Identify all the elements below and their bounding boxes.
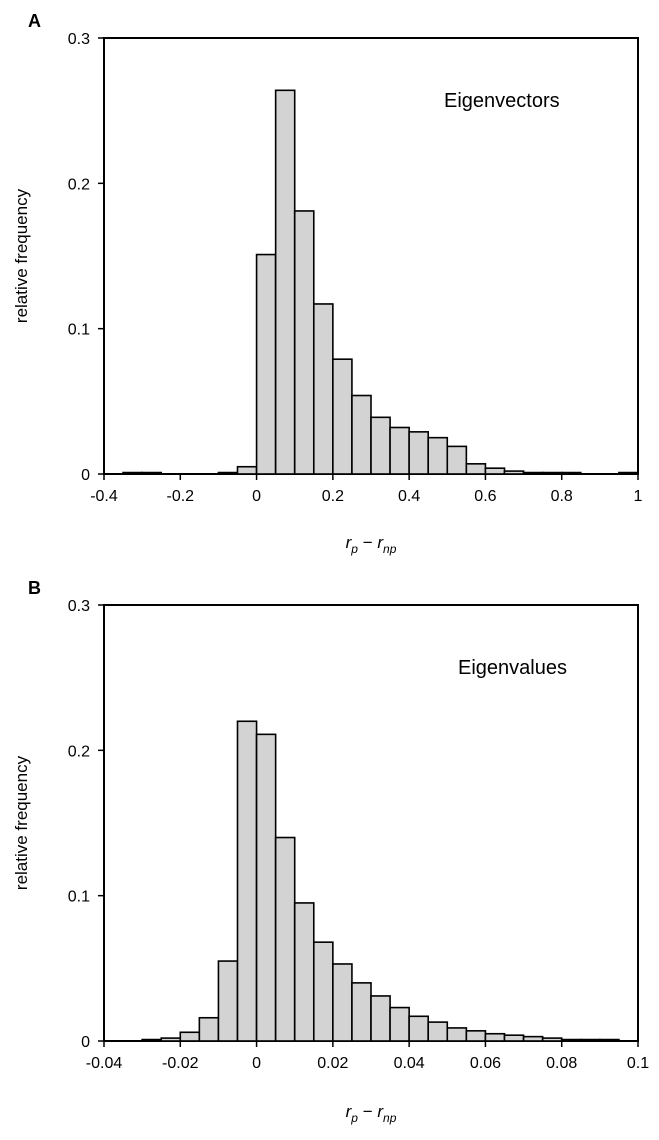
x-tick-label: 0.1	[627, 1055, 649, 1072]
x-tick-label: -0.02	[162, 1055, 199, 1072]
x-tick-label: 0.6	[474, 488, 496, 505]
histogram-bar	[541, 1037, 563, 1042]
x-tick-label: -0.2	[166, 488, 194, 505]
histogram-bar	[255, 253, 277, 475]
histogram-bar	[446, 1027, 468, 1042]
histogram-bar	[179, 1031, 201, 1042]
x-axis-title: rp − rnp	[346, 1102, 397, 1125]
histogram-bar	[236, 465, 258, 475]
histogram-bar	[408, 1015, 430, 1042]
y-tick-label: 0.2	[68, 743, 90, 760]
bars	[122, 89, 639, 475]
x-tick-label: 0.06	[470, 1055, 501, 1072]
histogram-bar	[293, 902, 315, 1042]
panel-b: B -0.04 -0.02 0 0.02 0.04 0.06 0.08 0.1 0 0.1 0.2 0…	[12, 578, 649, 1125]
histogram-bar	[522, 1035, 544, 1042]
x-axis-title: rp − rnp	[346, 533, 397, 556]
y-tick-label: 0	[81, 467, 90, 484]
histogram-bar	[465, 1030, 487, 1042]
histogram-bar	[465, 463, 487, 475]
histogram-bar	[560, 471, 582, 475]
x-tick-label: -0.4	[90, 488, 118, 505]
histogram-bar	[579, 1038, 601, 1042]
x-tick-label: 0.2	[322, 488, 344, 505]
x-tick-label: 0.08	[546, 1055, 577, 1072]
histogram-bar	[274, 836, 296, 1042]
histogram-bar	[503, 470, 525, 475]
histogram-bar	[122, 471, 143, 475]
histogram-bar	[141, 471, 163, 475]
y-tick-label: 0.2	[68, 176, 90, 193]
histogram-bar	[351, 394, 372, 475]
histogram-bar	[427, 1021, 449, 1042]
histogram-bar	[427, 436, 449, 475]
histogram-bar	[351, 982, 372, 1042]
y-tick-label: 0.3	[68, 31, 90, 48]
x-tick-label: 0.4	[398, 488, 420, 505]
bars	[141, 720, 620, 1042]
histogram-bar	[618, 471, 639, 475]
y-axis-title: relative frequency	[12, 188, 31, 323]
histogram-bar	[217, 471, 239, 475]
histogram-bar	[522, 471, 544, 475]
chart-annotation: Eigenvectors	[444, 90, 560, 112]
histogram-bar	[332, 963, 353, 1042]
histogram-bar	[503, 1034, 525, 1042]
y-tick-label: 0.3	[68, 598, 90, 615]
panel-letter: B	[28, 578, 41, 598]
histogram-bar	[236, 720, 258, 1042]
histogram-bar	[389, 1006, 410, 1042]
ticks: -0.4 -0.2 0 0.2 0.4 0.6 0.8 1 0 0.1 0.2 0.3	[68, 31, 643, 505]
histogram-bar	[446, 445, 468, 475]
ticks: -0.04 -0.02 0 0.02 0.04 0.06 0.08 0.1 0 0.1 0.2 0.3	[68, 598, 649, 1072]
histogram-bar	[560, 1038, 582, 1042]
histogram-bar	[370, 416, 391, 475]
x-tick-label: 0	[252, 1055, 261, 1072]
y-tick-label: 0.1	[68, 322, 90, 339]
y-tick-label: 0	[81, 1034, 90, 1051]
x-tick-label: 0.02	[317, 1055, 348, 1072]
x-tick-label: 1	[634, 488, 643, 505]
histogram-bar	[541, 471, 563, 475]
histogram-bar	[370, 995, 391, 1042]
histogram-bar	[293, 210, 315, 475]
histogram-bar	[389, 426, 410, 475]
panel-letter: A	[28, 11, 41, 31]
x-tick-label: 0.04	[394, 1055, 425, 1072]
histogram-bar	[599, 1038, 620, 1042]
histogram-bar	[484, 1032, 506, 1042]
histogram-bar	[274, 89, 296, 475]
histogram-bar	[160, 1037, 182, 1042]
histogram-bar	[255, 733, 277, 1042]
histogram-bar	[141, 1038, 163, 1042]
x-tick-label: 0.8	[551, 488, 573, 505]
y-tick-label: 0.1	[68, 889, 90, 906]
x-tick-label: 0	[252, 488, 261, 505]
x-tick-label: -0.04	[86, 1055, 123, 1072]
histogram-bar	[198, 1016, 220, 1042]
panel-a: A -0.4 -0.2 0 0.2 0.4 0.6 0.8 1 0 0.1 0.2 0.3 Eigen…	[12, 11, 643, 556]
histogram-bar	[408, 431, 430, 475]
histogram-bar	[484, 467, 506, 475]
y-axis-title: relative frequency	[12, 755, 31, 890]
histogram-bar	[332, 358, 353, 475]
histogram-bar	[312, 941, 334, 1042]
histogram-bar	[217, 960, 239, 1042]
chart-annotation: Eigenvalues	[458, 657, 567, 679]
histogram-bar	[312, 303, 334, 475]
